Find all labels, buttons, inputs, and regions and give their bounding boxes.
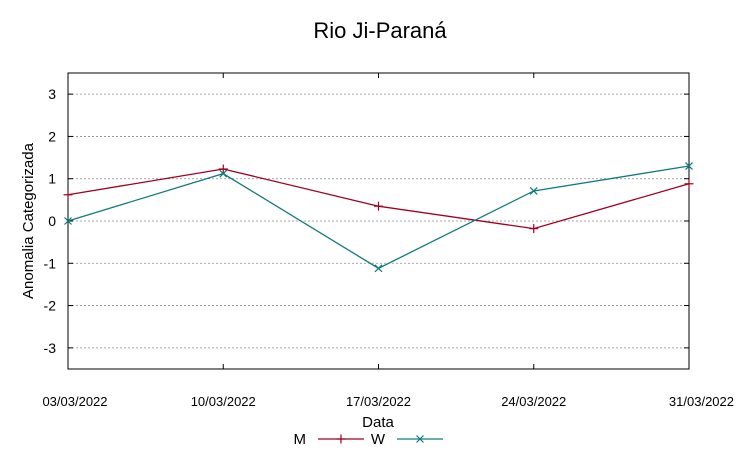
series-layer xyxy=(63,162,694,273)
data-point xyxy=(218,164,228,174)
data-point xyxy=(219,169,228,178)
data-point xyxy=(529,224,539,234)
grid-lines xyxy=(68,93,689,349)
data-point xyxy=(374,264,383,273)
y-tick-label: -3 xyxy=(44,340,57,356)
data-point xyxy=(416,435,424,443)
x-tick-label: 24/03/2022 xyxy=(501,394,566,409)
chart-title: Rio Ji-Paraná xyxy=(313,18,447,43)
y-axis-label: Anomalia Categorizada xyxy=(20,142,37,299)
legend-label-w: W xyxy=(371,431,386,448)
x-tick-label: 17/03/2022 xyxy=(346,394,411,409)
x-tick-label: 10/03/2022 xyxy=(191,394,256,409)
y-tick-label: 2 xyxy=(48,128,56,144)
y-tick-label: -1 xyxy=(44,255,57,271)
data-point xyxy=(529,187,538,195)
data-point xyxy=(64,217,72,225)
series-line-m xyxy=(67,168,690,230)
y-tick-label: 1 xyxy=(48,171,56,187)
data-point xyxy=(684,179,694,189)
legend-label-m: M xyxy=(294,431,307,448)
y-tick-label: 0 xyxy=(48,213,56,229)
y-tick-label: 3 xyxy=(48,86,56,102)
data-point xyxy=(63,190,73,200)
x-tick-label: 03/03/2022 xyxy=(42,394,107,409)
data-point xyxy=(685,162,693,170)
x-tick-label: 31/03/2022 xyxy=(669,394,734,409)
y-axis: 3 2 1 0 -1 -2 -3 xyxy=(44,86,689,356)
series-line-w xyxy=(67,165,690,270)
x-axis-label: Data xyxy=(362,414,394,431)
data-point xyxy=(374,201,383,211)
data-point xyxy=(336,434,346,444)
y-tick-label: -2 xyxy=(44,298,57,314)
x-axis: 03/03/2022 10/03/2022 17/03/2022 24/03/2022… xyxy=(42,73,734,409)
